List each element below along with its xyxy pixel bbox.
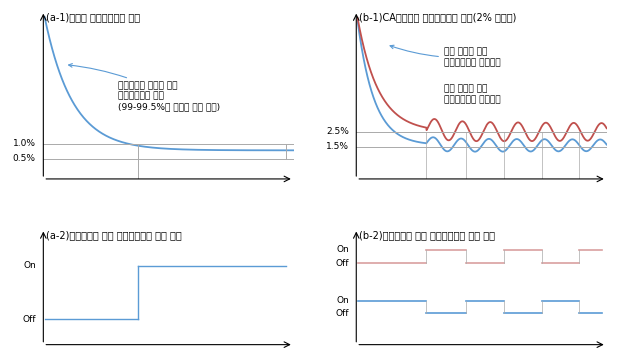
Text: 0.5%: 0.5%: [13, 154, 36, 163]
Text: 공급농도가 고정된 일반
질소발생기의 작동
(99-99.5%의 순도로 고정 공급): 공급농도가 고정된 일반 질소발생기의 작동 (99-99.5%의 순도로 고정…: [69, 64, 220, 111]
Text: 1.0%: 1.0%: [13, 139, 36, 148]
Text: (b-2)공급농도에 따른 질소공급밸브 작동 상태: (b-2)공급농도에 따른 질소공급밸브 작동 상태: [359, 230, 495, 240]
Text: 2.5%: 2.5%: [326, 127, 348, 136]
Text: 순도 조절을 위한
공기배출량이 적을경우: 순도 조절을 위한 공기배출량이 적을경우: [444, 85, 501, 104]
Text: (b-1)CA저장고용 질소발생기의 운전(2% 공급시): (b-1)CA저장고용 질소발생기의 운전(2% 공급시): [359, 13, 516, 23]
Text: (a-1)산업용 질소발생기의 운전: (a-1)산업용 질소발생기의 운전: [46, 13, 140, 23]
Text: (a-2)공급농도에 따른 질소공급밸브 작동 상태: (a-2)공급농도에 따른 질소공급밸브 작동 상태: [46, 230, 181, 240]
Text: Off: Off: [335, 259, 348, 268]
Text: Off: Off: [22, 314, 36, 323]
Text: On: On: [336, 296, 348, 305]
Text: 1.5%: 1.5%: [326, 143, 348, 151]
Text: On: On: [23, 261, 36, 270]
Text: 순도 조절을 위한
공기배출량이 많을경우: 순도 조절을 위한 공기배출량이 많을경우: [390, 45, 501, 67]
Text: On: On: [336, 245, 348, 254]
Text: Off: Off: [335, 309, 348, 318]
